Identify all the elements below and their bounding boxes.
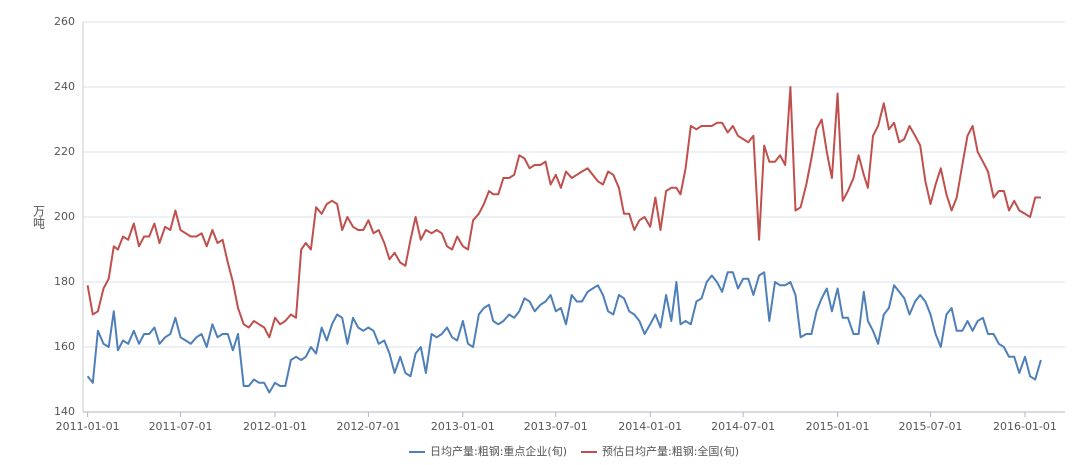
- y-tick-label: 260: [54, 15, 75, 28]
- x-tick-label: 2012-07-01: [336, 420, 400, 433]
- y-tick-label: 240: [54, 80, 75, 93]
- x-tick-label: 2014-01-01: [618, 420, 682, 433]
- legend: 日均产量:粗钢:重点企业(旬) 预估日均产量:粗钢:全国(旬): [409, 444, 739, 458]
- x-tick-label: 2011-01-01: [56, 420, 120, 433]
- x-tick-label: 2014-07-01: [711, 420, 775, 433]
- series-line: [86, 86, 1041, 339]
- legend-label: 预估日均产量:粗钢:全国(旬): [602, 444, 739, 458]
- x-tick-label: 2013-07-01: [524, 420, 588, 433]
- x-tick-label: 2011-07-01: [149, 420, 213, 433]
- x-tick-label: 2015-07-01: [899, 420, 963, 433]
- y-tick-label: 220: [54, 145, 75, 158]
- x-tick-label: 2015-01-01: [806, 420, 870, 433]
- y-tick-label: 140: [54, 405, 75, 418]
- y-tick-label: 160: [54, 340, 75, 353]
- series-line: [86, 271, 1042, 394]
- x-tick-label: 2012-01-01: [243, 420, 307, 433]
- y-axis-label: 万吨: [32, 205, 46, 229]
- y-tick-label: 180: [54, 275, 75, 288]
- x-tick-label: 2016-01-01: [993, 420, 1057, 433]
- legend-label: 日均产量:粗钢:重点企业(旬): [430, 444, 567, 458]
- y-tick-label: 200: [54, 210, 75, 223]
- x-tick-label: 2013-01-01: [431, 420, 495, 433]
